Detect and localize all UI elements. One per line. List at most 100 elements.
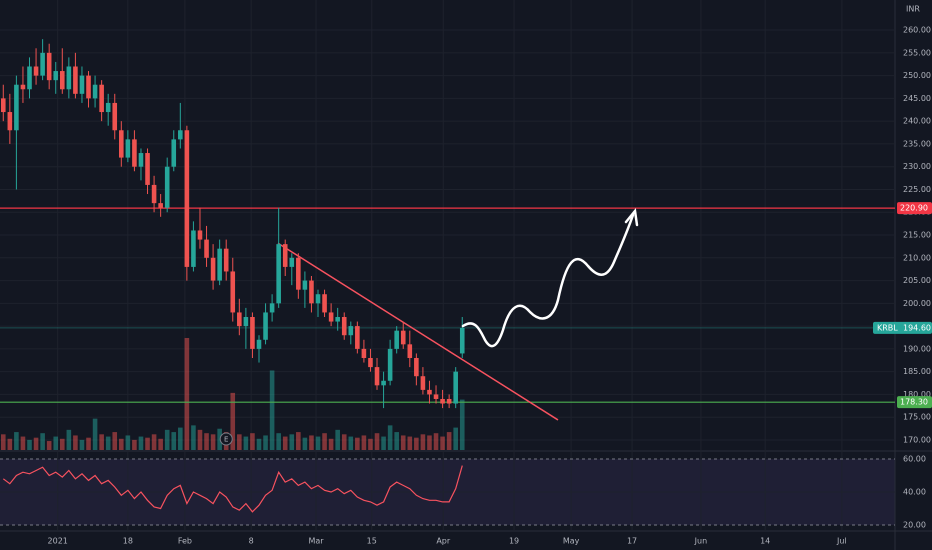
earnings-label: E xyxy=(224,436,228,444)
candle-body xyxy=(355,326,360,349)
volume-bar xyxy=(282,436,288,450)
candle-body xyxy=(73,66,78,94)
candle-body xyxy=(446,398,452,404)
level-tag xyxy=(897,202,932,215)
volume-bar xyxy=(361,435,367,450)
volume-bar xyxy=(335,429,340,450)
volume-bar xyxy=(86,437,91,450)
candle-body xyxy=(223,248,229,272)
volume-bar xyxy=(368,438,373,450)
candle-body xyxy=(33,66,39,76)
volume-bar xyxy=(459,399,465,450)
candle-body xyxy=(296,257,301,290)
candle-body xyxy=(250,317,255,349)
candle-body xyxy=(92,84,98,99)
volume-bar xyxy=(73,435,78,450)
y-tick-label: 185.00 xyxy=(903,367,931,376)
volume-bar xyxy=(119,438,124,450)
volume-bar xyxy=(309,435,314,450)
volume-bar xyxy=(125,435,131,450)
candle-body xyxy=(132,139,137,167)
currency-label: INR xyxy=(906,5,920,14)
x-tick-label: Jul xyxy=(836,537,847,546)
volume-bar xyxy=(269,370,275,450)
level-label: 178.30 xyxy=(900,398,928,407)
candle-body xyxy=(59,71,65,90)
candle-body xyxy=(407,344,413,358)
last-price-label: 194.60 xyxy=(903,323,931,332)
candle-body xyxy=(256,339,262,349)
candle-body xyxy=(138,153,144,167)
x-tick-label: May xyxy=(563,537,580,546)
candle-body xyxy=(0,98,6,113)
candle-body xyxy=(79,75,85,94)
candle-body xyxy=(374,367,380,386)
x-tick-label: Mar xyxy=(308,537,324,546)
y-tick-label: 245.00 xyxy=(903,94,931,103)
x-tick-label: Feb xyxy=(178,537,192,546)
candle-body xyxy=(158,203,163,208)
candle-body xyxy=(243,317,249,327)
y-tick-label: 235.00 xyxy=(903,139,931,148)
volume-bar xyxy=(348,436,354,450)
candle-body xyxy=(237,312,242,327)
candle-body xyxy=(27,66,32,90)
volume-bar xyxy=(400,435,406,450)
candle-body xyxy=(282,244,288,267)
candle-body xyxy=(276,244,281,304)
y-tick-label: 170.00 xyxy=(903,435,931,444)
candle-body xyxy=(440,398,445,404)
trendline xyxy=(277,242,559,421)
volume-bar xyxy=(302,437,308,450)
candle-body xyxy=(164,166,170,208)
volume-bar xyxy=(322,433,327,450)
volume-bar xyxy=(210,434,216,450)
volume-bar xyxy=(289,434,295,450)
candle-body xyxy=(322,294,327,313)
x-tick-label: 15 xyxy=(367,537,377,546)
y-tick-label: 255.00 xyxy=(903,48,931,57)
candle-body xyxy=(184,130,190,267)
candle-body xyxy=(171,139,177,167)
candle-body xyxy=(387,348,393,381)
last-price-name: KRBL xyxy=(877,323,898,332)
y-tick-label: 210.00 xyxy=(903,253,931,262)
rsi-tick-label: 60.00 xyxy=(903,454,926,463)
y-tick-label: 190.00 xyxy=(903,344,931,353)
level-tag xyxy=(897,396,932,409)
volume-bar xyxy=(204,433,209,450)
candle-body xyxy=(269,303,275,313)
volume-bar xyxy=(59,438,65,450)
candle-body xyxy=(328,312,334,322)
candle-body xyxy=(66,66,72,90)
volume-bar xyxy=(145,437,150,450)
candle-body xyxy=(99,84,104,113)
candle-body xyxy=(14,84,19,131)
volume-bar xyxy=(66,429,72,450)
y-tick-label: 180.00 xyxy=(903,390,931,399)
candle-body xyxy=(427,389,432,395)
rsi-line xyxy=(2,465,463,513)
candle-body xyxy=(361,348,367,358)
volume-bar xyxy=(394,432,399,450)
candle-body xyxy=(394,330,399,349)
volume-bar xyxy=(276,433,281,450)
volume-bar xyxy=(256,438,262,450)
volume-bar xyxy=(171,432,177,450)
volume-bar xyxy=(381,436,386,450)
candle-body xyxy=(125,139,131,158)
volume-bar xyxy=(27,439,32,450)
y-tick-label: 215.00 xyxy=(903,231,931,240)
candle-body xyxy=(453,371,458,404)
candle-body xyxy=(7,112,13,131)
y-tick-label: 200.00 xyxy=(903,299,931,308)
y-tick-label: 260.00 xyxy=(903,26,931,35)
candle-body xyxy=(433,394,439,399)
volume-bar xyxy=(164,429,170,450)
volume-bar xyxy=(237,434,242,450)
rsi-tick-label: 40.00 xyxy=(903,488,926,497)
projection-arrowhead xyxy=(624,208,639,227)
volume-bar xyxy=(407,436,413,450)
candle-body xyxy=(210,257,216,281)
